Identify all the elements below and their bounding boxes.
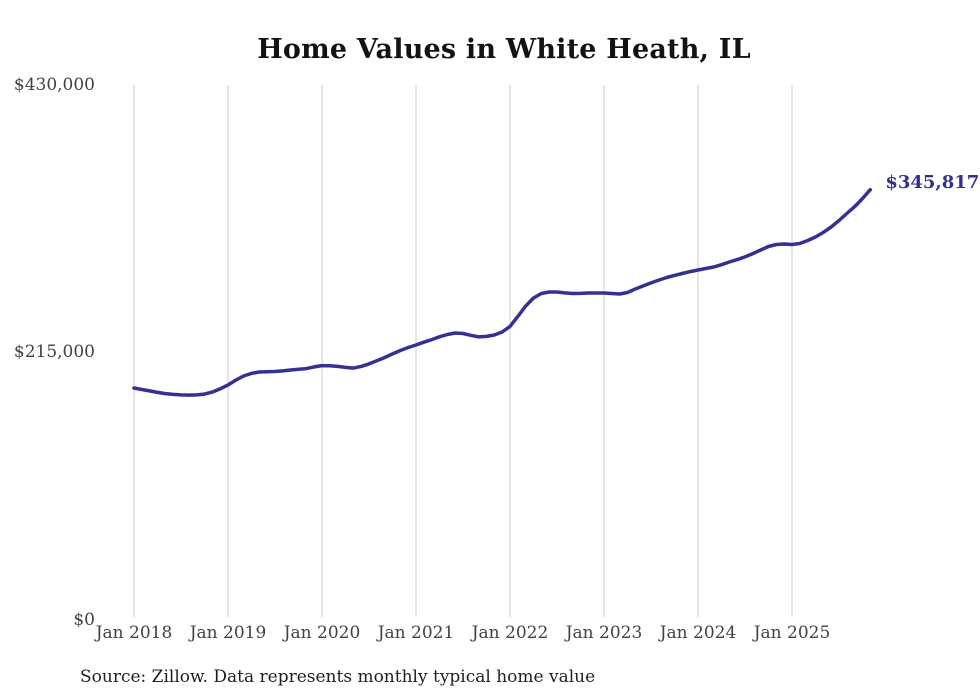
y-axis-tick-label: $0 [73, 610, 95, 630]
x-axis-tick-label: Jan 2018 [95, 623, 173, 643]
gridlines [133, 85, 793, 617]
x-axis-tick-label: Jan 2019 [189, 623, 267, 643]
x-axis-tick-label: Jan 2020 [283, 623, 361, 643]
chart-title: Home Values in White Heath, IL [257, 34, 751, 65]
x-axis-tick-label: Jan 2025 [753, 623, 831, 643]
source-note: Source: Zillow. Data represents monthly … [80, 667, 596, 687]
x-axis-tick-label: Jan 2023 [565, 623, 643, 643]
y-axis-tick-label: $430,000 [13, 75, 95, 95]
x-axis-tick-label: Jan 2022 [471, 623, 549, 643]
end-value-label: $345,817 [885, 171, 980, 193]
line-series [132, 187, 873, 397]
x-axis-tick-label: Jan 2021 [377, 623, 455, 643]
x-axis-tick-label: Jan 2024 [659, 623, 737, 643]
y-axis-tick-label: $215,000 [13, 342, 95, 362]
